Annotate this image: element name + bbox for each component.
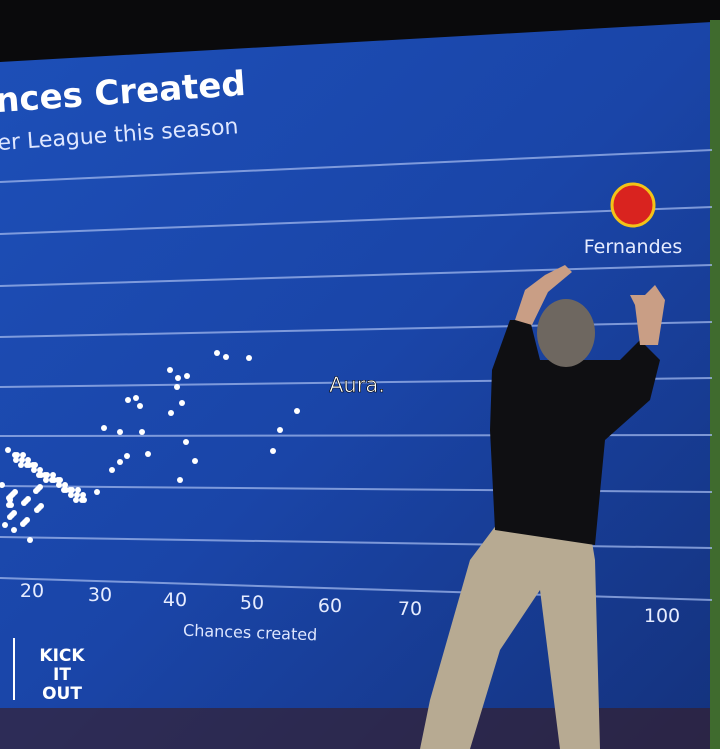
- presenter: [420, 265, 665, 749]
- dot: [81, 497, 87, 503]
- x-tick-label: 70: [398, 598, 422, 620]
- dot: [51, 477, 57, 483]
- dot: [183, 439, 189, 445]
- dot: [56, 482, 62, 488]
- dot: [117, 429, 123, 435]
- dot: [68, 492, 74, 498]
- dot: [18, 462, 24, 468]
- dot: [75, 487, 81, 493]
- dot: [27, 537, 33, 543]
- dot: [44, 472, 50, 478]
- floor: [0, 708, 720, 749]
- x-axis-label: Chances created: [183, 621, 318, 645]
- x-tick-label: 60: [318, 595, 342, 617]
- dot: [73, 497, 79, 503]
- dot: [63, 487, 69, 493]
- logo-line: OUT: [42, 684, 82, 704]
- dot: [57, 477, 63, 483]
- dot: [101, 425, 107, 431]
- dot: [179, 400, 185, 406]
- dot: [32, 462, 38, 468]
- caption: Aura.: [329, 373, 385, 397]
- dot: [31, 467, 37, 473]
- dot: [8, 502, 14, 508]
- scatter-dots: [0, 350, 300, 543]
- dot: [19, 457, 25, 463]
- dot: [69, 487, 75, 493]
- dot: [43, 477, 49, 483]
- dot: [21, 500, 27, 506]
- dot: [124, 453, 130, 459]
- dot: [125, 397, 131, 403]
- dot: [139, 429, 145, 435]
- dot: [177, 477, 183, 483]
- dot: [26, 462, 32, 468]
- dot: [5, 447, 11, 453]
- dot: [2, 522, 8, 528]
- dot: [294, 408, 300, 414]
- dot: [37, 467, 43, 473]
- dot: [7, 514, 13, 520]
- dot: [277, 427, 283, 433]
- club-badge: [610, 182, 656, 228]
- dot: [246, 355, 252, 361]
- dot: [145, 451, 151, 457]
- x-tick-label: 30: [88, 584, 112, 606]
- dot: [20, 521, 26, 527]
- dot: [11, 527, 17, 533]
- dot: [6, 495, 12, 501]
- dot: [137, 403, 143, 409]
- dot: [167, 367, 173, 373]
- dot: [38, 472, 44, 478]
- dot: [14, 452, 20, 458]
- dot: [168, 410, 174, 416]
- logo: KICK IT OUT: [39, 646, 85, 704]
- dot: [192, 458, 198, 464]
- logo-line: IT: [53, 665, 71, 685]
- x-tick-label: 20: [20, 580, 44, 602]
- x-tick-label: 40: [163, 589, 187, 611]
- x-tick-label: 50: [240, 592, 264, 614]
- dot: [62, 482, 68, 488]
- dot: [175, 375, 181, 381]
- dot: [94, 489, 100, 495]
- dot: [133, 395, 139, 401]
- dot: [50, 472, 56, 478]
- dot: [117, 459, 123, 465]
- dot: [174, 384, 180, 390]
- x-tick-label: 100: [644, 605, 680, 627]
- dot: [33, 488, 39, 494]
- dot: [74, 492, 80, 498]
- dot: [13, 457, 19, 463]
- dot: [270, 448, 276, 454]
- dot: [34, 507, 40, 513]
- dot: [109, 467, 115, 473]
- dot: [214, 350, 220, 356]
- dot: [20, 452, 26, 458]
- dot: [80, 492, 86, 498]
- player-label: Fernandes: [584, 236, 682, 258]
- dot: [223, 354, 229, 360]
- dot: [0, 482, 5, 488]
- edge: [710, 20, 720, 749]
- dot: [184, 373, 190, 379]
- dot: [25, 457, 31, 463]
- logo-line: KICK: [39, 646, 85, 666]
- x-ticks: 20 30 40 50 60 70 100: [20, 580, 680, 627]
